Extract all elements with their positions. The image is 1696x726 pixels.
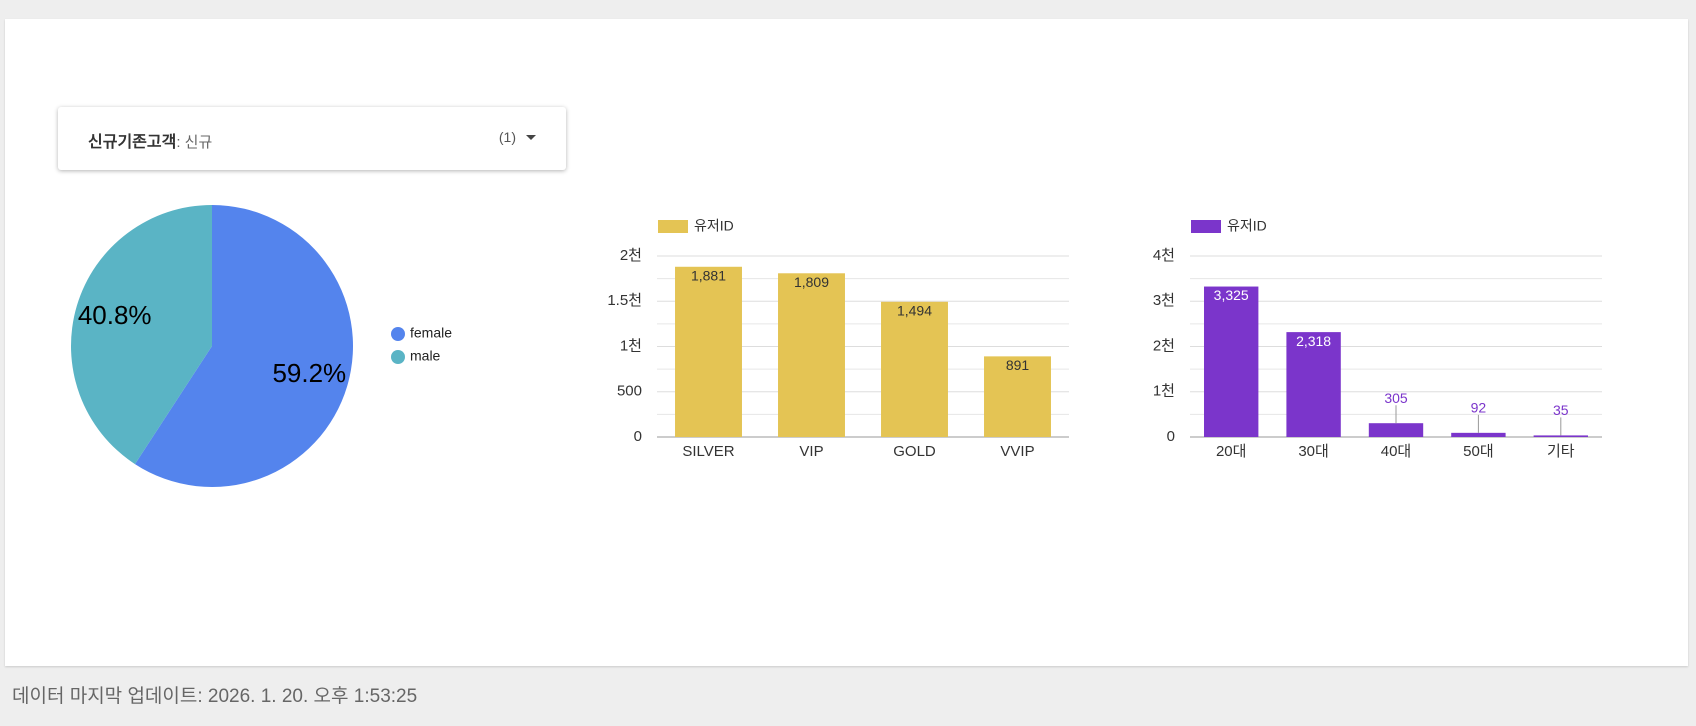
- filter-value: : 신규: [176, 134, 213, 151]
- value-label: 35: [1553, 402, 1569, 418]
- bar: [1451, 432, 1506, 437]
- bar: [1368, 423, 1424, 437]
- footer: 데이터 마지막 업데이트: 2026. 1. 20. 오후 1:53:25: [12, 686, 418, 707]
- bar: [778, 273, 845, 437]
- filter-control[interactable]: 신규기존고객: 신규 (1): [58, 107, 566, 170]
- filter-field: 신규기존고객: [88, 134, 177, 151]
- bar: [1204, 286, 1259, 437]
- value-label: 3,325: [1214, 287, 1249, 303]
- bar: [1286, 332, 1341, 437]
- legend-label: 유저ID: [694, 218, 734, 234]
- pie-slice: [70, 205, 212, 465]
- legend-label: male: [410, 348, 441, 364]
- x-tick-label: 20대: [1216, 443, 1247, 460]
- legend-swatch: [391, 327, 405, 341]
- value-label: 2,318: [1296, 333, 1331, 349]
- y-tick-label: 1.5천: [607, 292, 642, 309]
- value-label: 1,494: [897, 302, 932, 318]
- x-tick-label: VVIP: [1000, 443, 1034, 460]
- pie-label: 59.2%: [272, 358, 346, 388]
- y-tick-label: 2천: [1153, 337, 1175, 354]
- value-label: 305: [1384, 390, 1408, 406]
- y-tick-label: 3천: [1153, 292, 1175, 309]
- y-tick-label: 0: [1167, 428, 1175, 445]
- x-tick-label: 30대: [1298, 443, 1329, 460]
- legend-label: female: [410, 325, 452, 341]
- pie-label: 40.8%: [78, 300, 152, 330]
- pie-slice: [134, 205, 353, 487]
- x-tick-label: VIP: [799, 443, 823, 460]
- bar: [881, 301, 948, 437]
- y-tick-label: 500: [617, 383, 642, 400]
- bar: [675, 266, 742, 437]
- y-tick-label: 0: [634, 428, 642, 445]
- filter-count: (1): [498, 129, 516, 145]
- bar: [984, 356, 1051, 437]
- y-tick-label: 2천: [620, 247, 642, 264]
- value-label: 891: [1006, 357, 1030, 373]
- legend-label: 유저ID: [1227, 218, 1267, 234]
- x-tick-label: 기타: [1547, 443, 1575, 460]
- filter-label: 신규기존고객: 신규: [88, 128, 212, 152]
- legend-swatch: [658, 220, 688, 233]
- dropdown-arrow: [526, 135, 536, 140]
- value-label: 1,881: [691, 267, 726, 283]
- x-tick-label: SILVER: [682, 443, 734, 460]
- x-tick-label: GOLD: [893, 443, 936, 460]
- legend-swatch: [391, 350, 405, 364]
- legend-swatch: [1191, 220, 1221, 233]
- y-tick-label: 4천: [1153, 247, 1175, 264]
- value-label: 92: [1471, 400, 1487, 416]
- x-tick-label: 40대: [1381, 443, 1412, 460]
- y-tick-label: 1천: [1153, 383, 1175, 400]
- x-tick-label: 50대: [1463, 443, 1494, 460]
- value-label: 1,809: [794, 274, 829, 290]
- y-tick-label: 1천: [620, 337, 642, 354]
- bar: [1533, 435, 1588, 437]
